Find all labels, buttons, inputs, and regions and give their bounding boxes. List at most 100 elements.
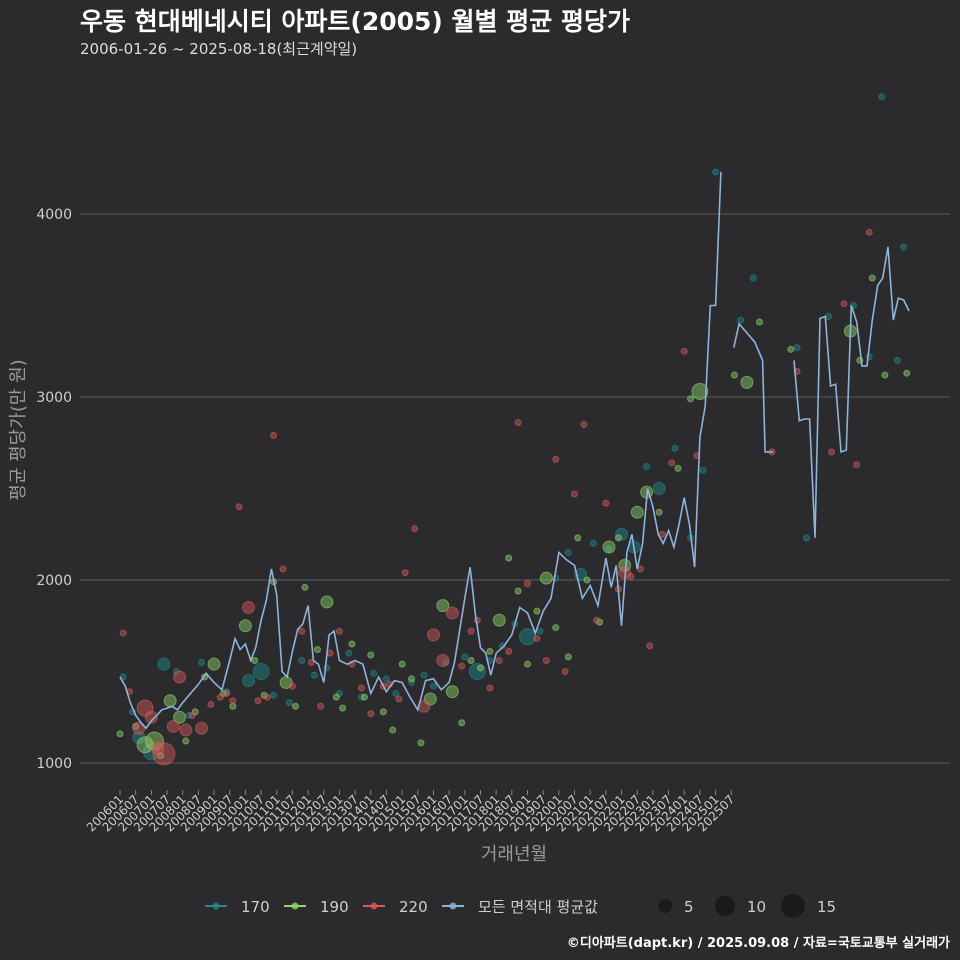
point-220 [152, 742, 176, 766]
point-220 [552, 455, 560, 463]
point-190 [436, 599, 450, 613]
point-220 [188, 711, 196, 719]
source-credit: ©디아파트(dapt.kr) / 2025.09.08 / 자료=국토교통부 실… [566, 936, 950, 951]
point-170 [824, 312, 832, 320]
point-190 [251, 657, 259, 665]
y-axis-label: 평균 평당가(만 원) [8, 359, 29, 500]
point-220 [602, 499, 610, 507]
point-220 [195, 721, 209, 735]
point-170 [252, 663, 270, 680]
chart-subtitle: 2006-01-26 ~ 2025-08-18(최근계약일) [80, 40, 358, 58]
point-170 [802, 534, 810, 542]
point-170 [878, 93, 886, 101]
point-190 [539, 571, 553, 585]
point-170 [564, 549, 572, 557]
legend-label-190: 190 [320, 898, 349, 916]
legend-size-circle [658, 899, 672, 913]
point-190 [868, 274, 876, 282]
point-220 [658, 530, 666, 538]
point-220 [592, 616, 600, 624]
point-220 [505, 647, 513, 655]
point-170 [793, 344, 801, 352]
legend-label-220: 220 [399, 898, 428, 916]
point-220 [561, 668, 569, 675]
legend-dot-170 [212, 902, 220, 910]
point-190 [564, 653, 572, 661]
point-220 [445, 606, 459, 620]
point-220 [514, 419, 522, 427]
point-220 [357, 684, 365, 692]
point-190 [367, 651, 375, 659]
point-190 [467, 657, 475, 665]
legend: 170 190 220 모든 면적대 평균값 5 10 15 [205, 894, 836, 918]
point-170 [498, 642, 506, 650]
x-axis-label: 거래년월 [481, 844, 547, 865]
point-220 [840, 300, 848, 308]
point-190 [533, 607, 541, 615]
point-190 [524, 660, 532, 668]
point-170 [408, 678, 416, 686]
point-190 [173, 710, 187, 724]
point-170 [310, 671, 318, 679]
point-220 [680, 347, 688, 355]
point-190 [492, 613, 506, 627]
point-220 [132, 721, 146, 735]
point-170 [392, 689, 400, 697]
point-190 [238, 619, 252, 633]
y-tick-label: 2000 [36, 573, 72, 589]
point-220 [668, 459, 676, 467]
point-220 [229, 697, 237, 705]
x-tick-labels: 2006012006072007012007072008012008072009… [84, 790, 737, 835]
point-220 [254, 697, 262, 705]
point-170 [345, 649, 353, 657]
point-220 [335, 627, 343, 635]
point-190 [417, 739, 425, 747]
y-gridlines [80, 213, 950, 764]
scatter-points [116, 93, 911, 766]
point-190 [339, 704, 347, 712]
point-220 [223, 689, 231, 697]
point-190 [320, 595, 334, 609]
point-170 [157, 657, 171, 671]
point-220 [144, 710, 158, 724]
point-190 [361, 693, 369, 701]
point-220 [279, 565, 287, 573]
point-190 [144, 731, 164, 751]
point-190 [787, 345, 795, 353]
point-170 [893, 356, 901, 364]
point-190 [207, 657, 221, 671]
point-220 [179, 723, 193, 737]
point-220 [270, 431, 278, 439]
point-190 [574, 534, 582, 542]
point-220 [542, 657, 550, 665]
point-170 [536, 627, 544, 635]
y-tick-label: 3000 [36, 390, 72, 406]
point-220 [580, 420, 588, 428]
point-170 [643, 463, 651, 471]
legend-dot-190 [291, 902, 299, 910]
point-170 [749, 274, 757, 282]
point-190 [301, 583, 309, 591]
point-170 [652, 482, 666, 495]
legend-size-label: 10 [747, 898, 766, 916]
point-190 [691, 383, 709, 401]
point-220 [571, 490, 579, 498]
legend-label-모든 면적대 평균값: 모든 면적대 평균값 [478, 898, 598, 916]
legend-size-label: 15 [817, 898, 836, 916]
point-170 [519, 628, 537, 646]
point-190 [389, 726, 397, 734]
point-190 [687, 395, 695, 403]
point-220 [288, 682, 296, 690]
point-220 [263, 693, 271, 701]
point-220 [151, 741, 165, 755]
point-170 [198, 658, 206, 666]
point-170 [900, 243, 908, 251]
point-190 [348, 640, 356, 648]
point-190 [379, 708, 387, 716]
chart-title: 우동 현대베네시티 아파트(2005) 월별 평균 평당가 [80, 7, 630, 36]
average-line-segment [119, 171, 722, 730]
point-170 [298, 657, 306, 665]
point-190 [755, 318, 763, 326]
point-190 [552, 624, 560, 632]
